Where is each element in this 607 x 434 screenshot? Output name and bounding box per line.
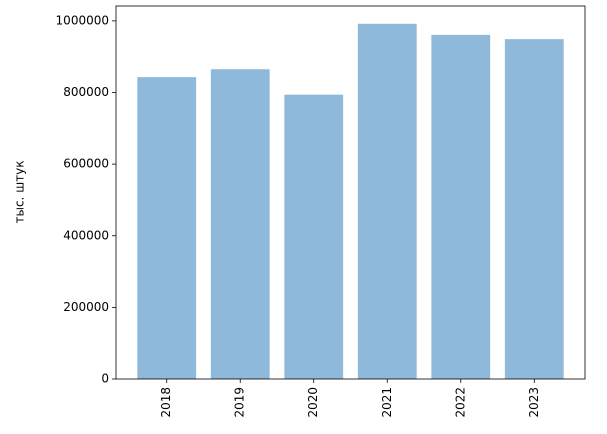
- y-tick-label: 800000: [63, 85, 109, 99]
- bar: [431, 34, 491, 379]
- bar: [357, 23, 417, 380]
- plot-frame: [115, 5, 586, 380]
- x-tick-label: 2019: [233, 387, 247, 418]
- y-axis-label: тыс. штук: [13, 160, 27, 223]
- bar: [284, 94, 344, 379]
- y-tick-label: 200000: [63, 300, 109, 314]
- x-tick-label: 2023: [527, 387, 541, 418]
- y-tick-label: 400000: [63, 228, 109, 242]
- x-tick-label: 2020: [306, 387, 320, 418]
- x-tick-label: 2018: [159, 387, 173, 418]
- bar: [504, 39, 564, 379]
- x-tick-label: 2021: [380, 387, 394, 418]
- bar: [137, 77, 197, 380]
- y-tick-label: 1000000: [56, 13, 109, 27]
- y-tick-label: 600000: [63, 157, 109, 171]
- bar: [210, 69, 270, 380]
- x-tick-label: 2022: [453, 387, 467, 418]
- y-tick-label: 0: [101, 372, 109, 386]
